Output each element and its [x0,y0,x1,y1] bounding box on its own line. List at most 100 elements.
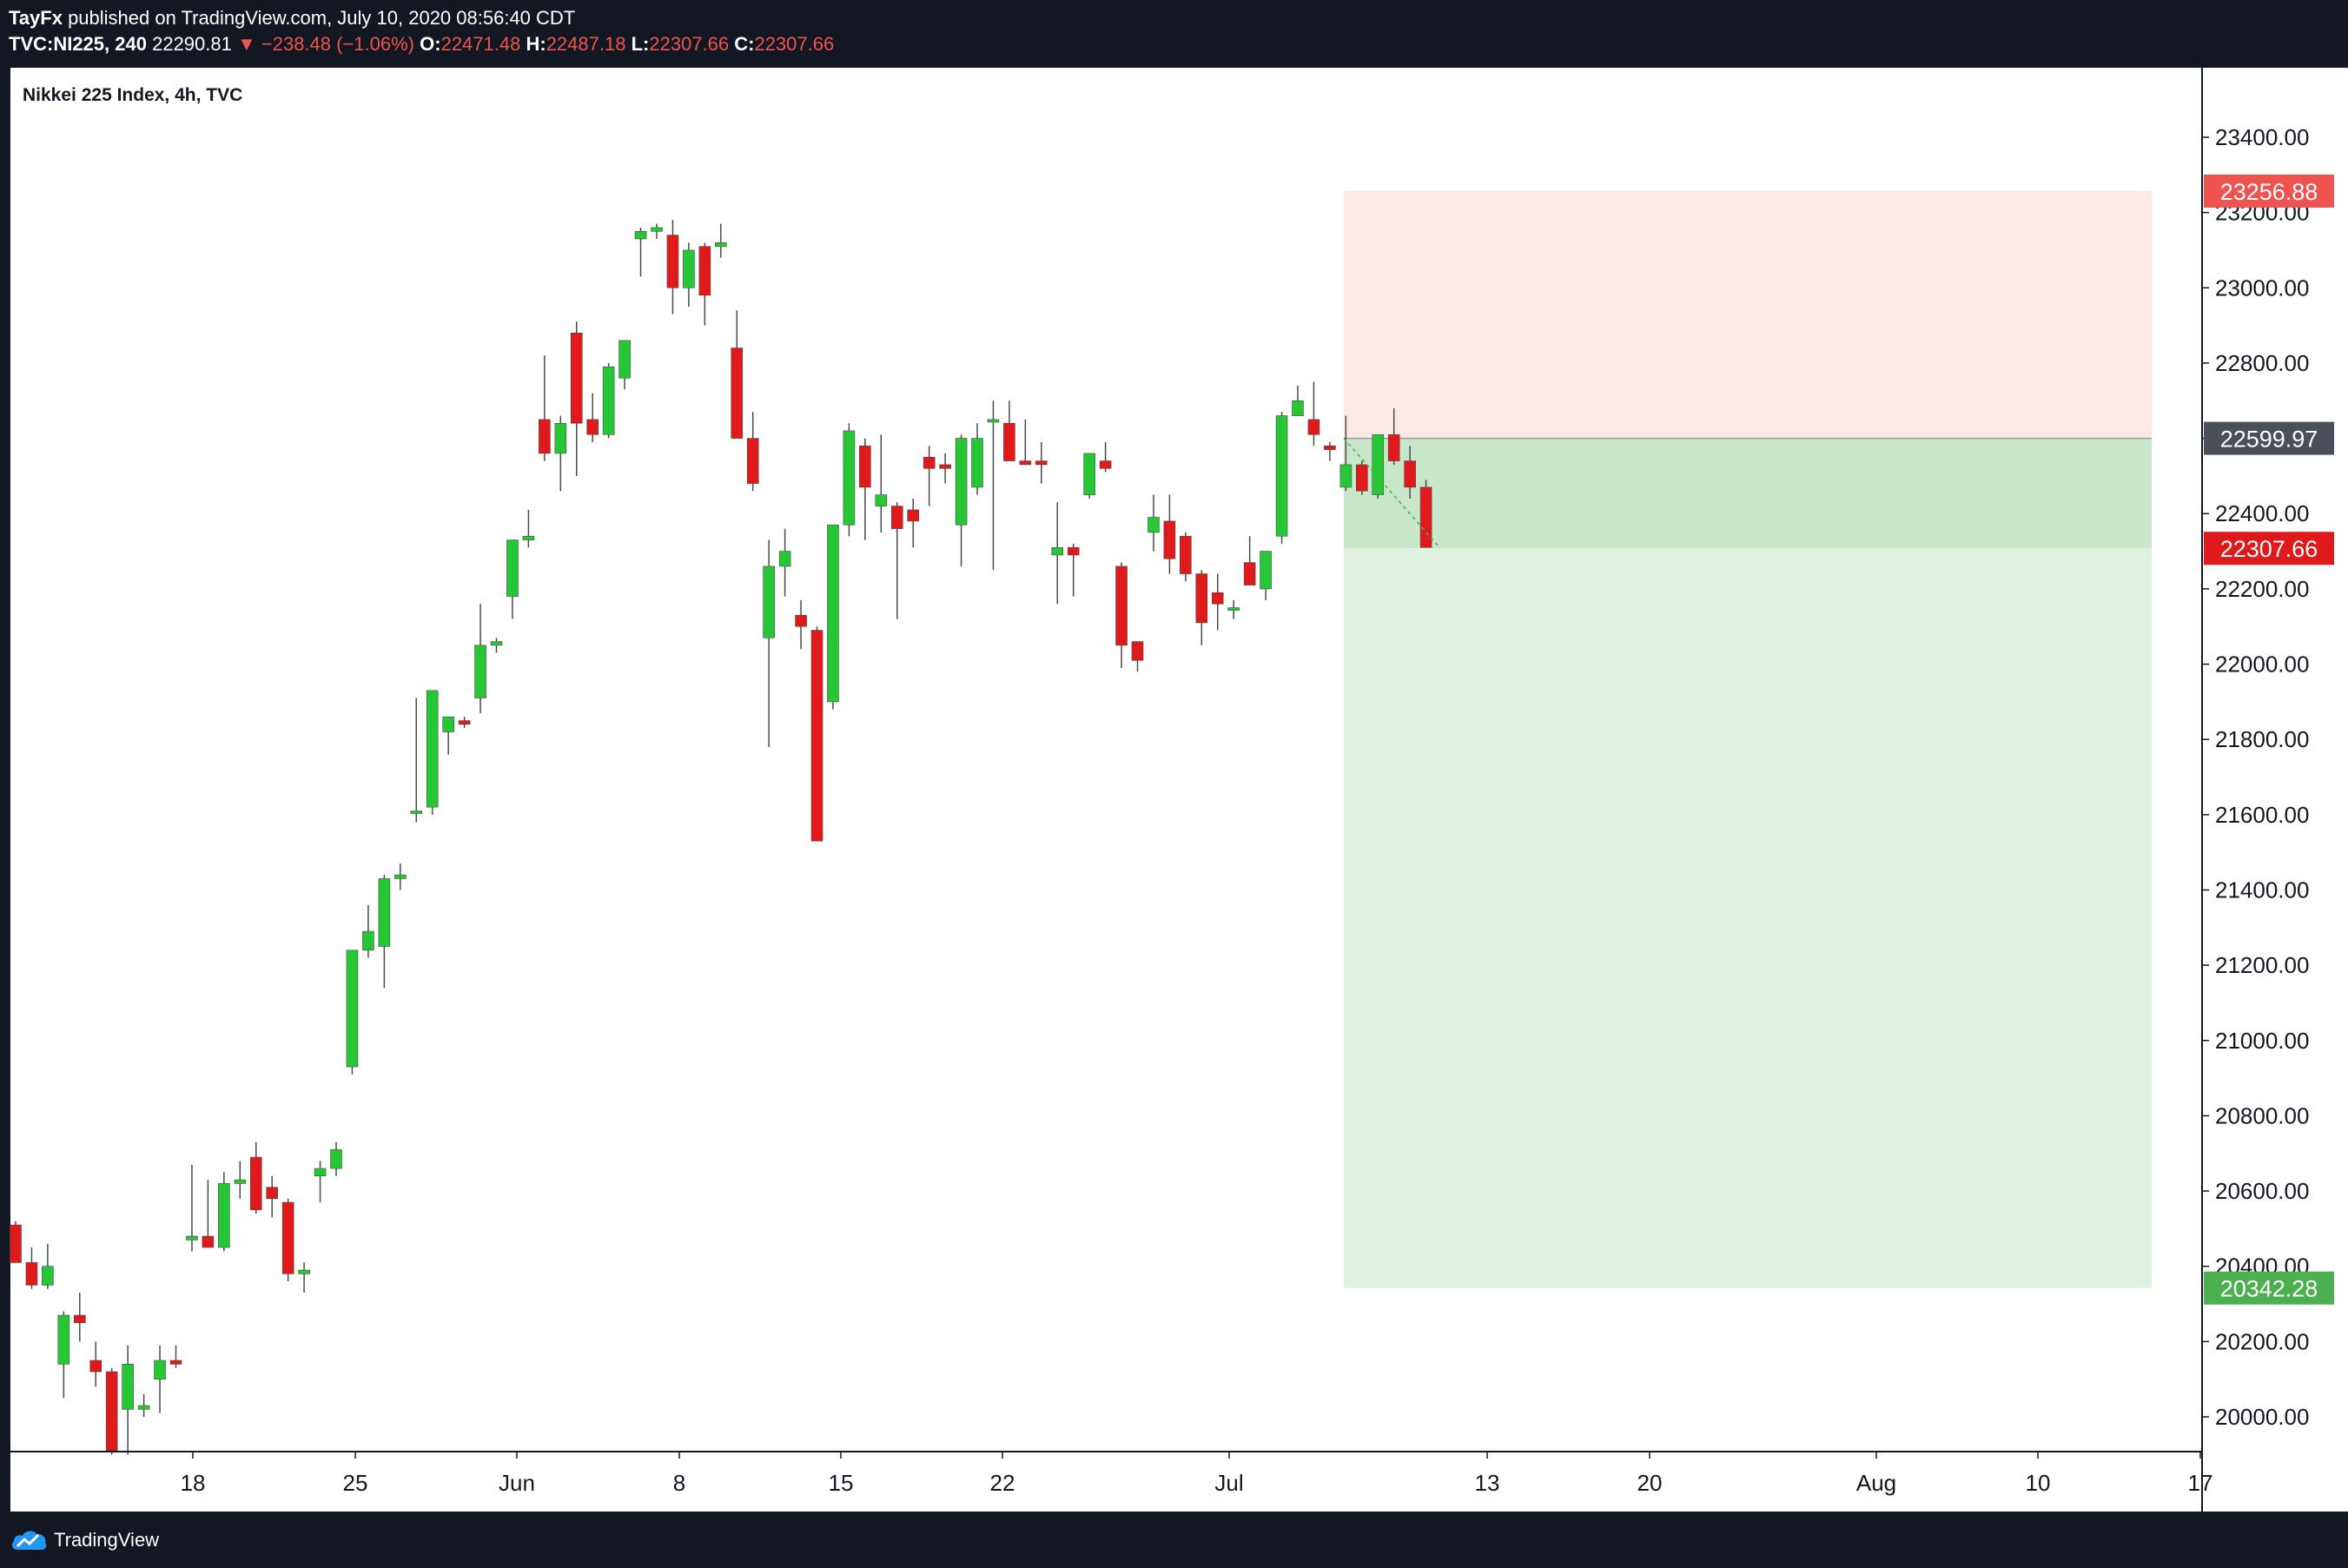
y-tick-label: 22800.00 [2215,350,2309,376]
candle [490,638,503,653]
candle [570,321,583,476]
x-tick-label: 18 [181,1470,206,1496]
candle [1243,536,1256,586]
candle-body [843,430,856,526]
candle-body [330,1149,342,1169]
candle-body [1195,573,1208,624]
candle [410,698,423,823]
candle [378,875,391,989]
candle-body [281,1201,294,1274]
x-tick-label: Jul [1214,1470,1243,1496]
candle-body [1227,607,1240,611]
footer-bar: TradingView [0,1512,2348,1568]
symbol-label[interactable]: TVC:NI225, 240 [9,33,147,55]
candle [1404,446,1416,499]
x-tick-label: 25 [343,1470,368,1496]
candle [683,242,695,307]
candle-body [394,874,407,879]
candle-body [378,878,391,947]
price-label-text: 22307.66 [2220,536,2318,562]
candle-body [458,720,471,725]
target-zone[interactable] [1344,548,2152,1288]
y-tick-label: 22000.00 [2215,652,2309,678]
candle [89,1341,103,1387]
candle [1163,494,1176,574]
candle [1260,551,1272,600]
candle-body [795,614,807,627]
candle-body [602,366,615,435]
candle [698,242,711,326]
candle-body [298,1269,310,1274]
candle [795,599,807,650]
candle-body [1083,453,1095,495]
price-label-bg [2204,421,2334,455]
candle-body [1035,460,1048,466]
entry-profit-zone[interactable] [1344,438,2152,549]
tradingview-brand[interactable]: TradingView [54,1529,160,1551]
candle-body [266,1187,279,1200]
candle [1099,441,1112,473]
candle-body [890,506,903,529]
x-tick-label: 10 [2026,1470,2051,1496]
price-labels: 23256.88 22599.97 22307.66 20342.28 [2204,175,2334,1305]
candle-body [1324,445,1336,450]
candle-body [1275,415,1288,537]
candle [330,1141,342,1176]
candle [1083,453,1095,499]
candle-body [1404,460,1416,488]
x-tick-label: 17 [2188,1470,2213,1496]
candle-body [1067,546,1080,556]
candle [25,1247,38,1289]
publisher-name[interactable]: TayFx [9,7,63,29]
candle-body [410,810,423,814]
header-bar: TayFx published on TradingView.com, July… [0,0,2348,68]
y-tick-label: 21400.00 [2215,877,2309,903]
y-tick-label: 20000.00 [2215,1404,2309,1430]
position-zones[interactable] [1344,191,2152,1288]
x-tick-label: 15 [829,1470,854,1496]
candle-body [778,551,791,567]
candle [1372,433,1385,499]
candle-body [1115,566,1128,646]
candle-body [570,332,583,424]
candle-body [810,630,823,842]
candle-body [10,1224,22,1263]
candle-body [1051,546,1064,556]
x-axis[interactable]: 18 25 Jun 8 15 22 Jul 13 20 Aug 10 17 [181,1452,2213,1496]
candle [859,438,871,540]
y-tick-label: 21800.00 [2215,726,2309,752]
candle [105,1367,118,1455]
candle [169,1345,182,1368]
candle [266,1175,279,1218]
candle [1148,494,1160,552]
price-label-text: 22599.97 [2220,427,2318,453]
candle-body [923,456,936,469]
tradingview-cloud-icon[interactable] [10,1525,49,1553]
candle-body [442,716,454,732]
candle-body [346,949,359,1068]
candle [1019,419,1032,466]
chart-area[interactable]: 23400.0023200.0023000.0022800.0022600.00… [0,68,2348,1512]
candle-body [1387,433,1400,461]
candle-body [234,1179,247,1184]
stop-loss-zone[interactable] [1344,191,2152,439]
y-tick-label: 20200.00 [2215,1328,2309,1354]
candle-body [314,1168,327,1177]
candle [1051,502,1064,605]
candle [810,626,823,842]
candle-body [1339,464,1353,488]
candle-body [554,422,567,454]
candle [827,524,839,710]
candle-body [634,231,647,240]
candle-body [169,1360,182,1365]
y-tick-label: 20800.00 [2215,1102,2309,1128]
candle-body [74,1314,86,1323]
price-label-bg [2204,175,2334,208]
candle-body [202,1235,215,1248]
candle-body [1180,535,1192,574]
candle [778,528,791,597]
price-change: ▼ −238.48 (−1.06%) [236,33,414,55]
price-label-text: 23256.88 [2220,179,2318,205]
y-tick-label: 21000.00 [2215,1028,2309,1054]
y-tick-label: 21200.00 [2215,952,2309,978]
